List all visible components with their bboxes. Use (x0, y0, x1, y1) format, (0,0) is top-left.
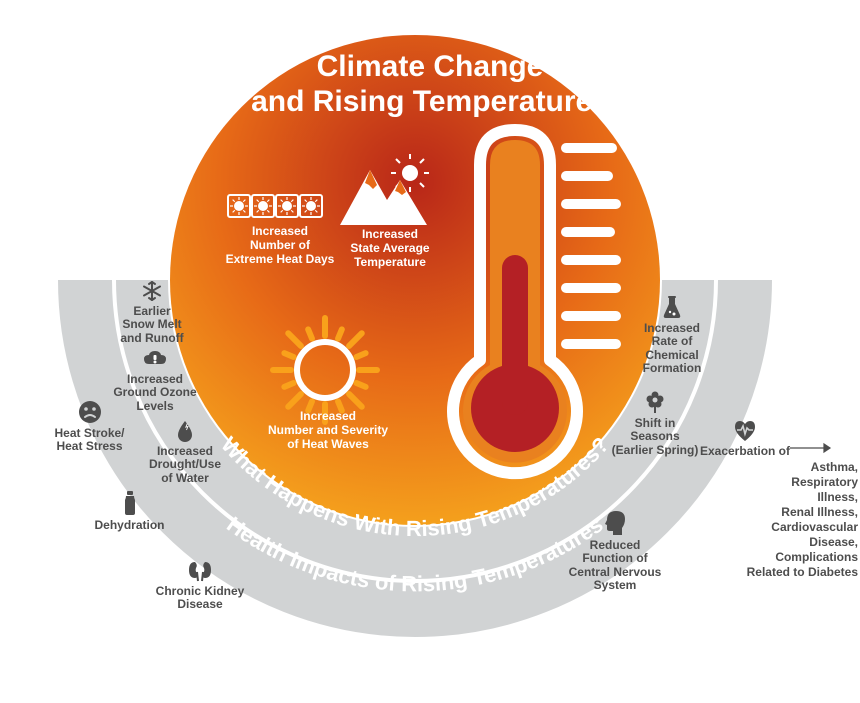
head-icon (560, 510, 670, 536)
inner-item-chemical: IncreasedRate ofChemicalFormation (628, 295, 716, 376)
sad-face-icon (42, 400, 137, 424)
label-heat-waves: IncreasedNumber and Severityof Heat Wave… (258, 410, 398, 451)
flower-icon (610, 390, 700, 414)
heart-icon (690, 420, 800, 442)
inner-item-seasons: Shift inSeasons(Earlier Spring) (610, 390, 700, 457)
inner-item-snow-melt: EarlierSnow Meltand Runoff (112, 280, 192, 345)
drop-icon (140, 420, 230, 442)
snowflake-icon (112, 280, 192, 302)
cloud-warn-icon (110, 350, 200, 370)
title-line1: Climate Change (317, 50, 544, 83)
outer-item-exacerbation: Exacerbation of (690, 420, 800, 458)
flask-icon (628, 295, 716, 319)
outer-item-dehydration: Dehydration (82, 490, 177, 532)
infographic-stage: What Happens With Rising Temperatures? H… (0, 0, 860, 703)
outer-item-cns: ReducedFunction ofCentral NervousSystem (560, 510, 670, 593)
bottle-icon (82, 490, 177, 516)
title-line2: and Rising Temperatures (251, 85, 609, 118)
label-state-avg-temp: IncreasedState AverageTemperature (320, 228, 460, 269)
kidneys-icon (150, 560, 250, 582)
inner-item-drought: IncreasedDrought/Useof Water (140, 420, 230, 485)
outer-item-kidney: Chronic KidneyDisease (150, 560, 250, 612)
outer-item-heat-stroke: Heat Stroke/Heat Stress (42, 400, 137, 454)
main-title: Climate Change and Rising Temperatures (0, 50, 860, 119)
exacerbation-list: Asthma,RespiratoryIllness,Renal Illness,… (718, 460, 858, 580)
